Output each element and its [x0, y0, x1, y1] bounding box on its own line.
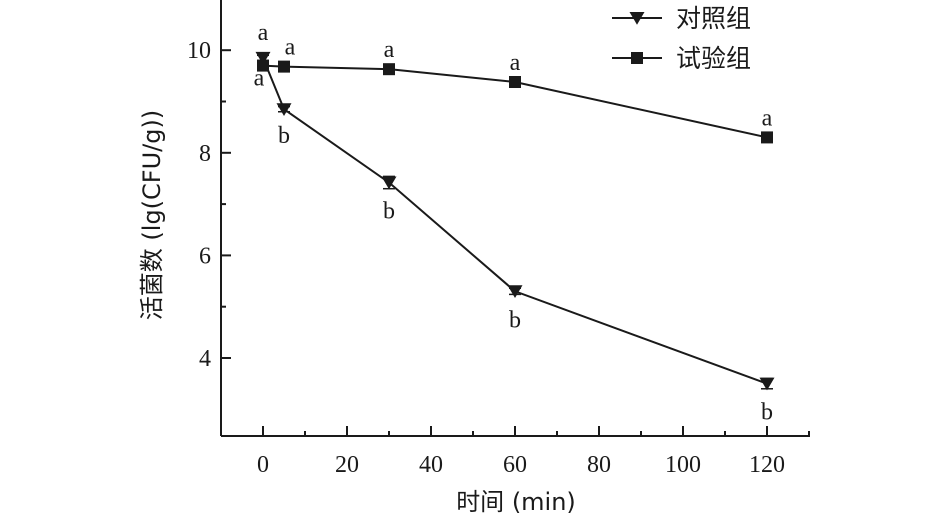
data-point: [255, 51, 271, 65]
x-tick-label: 20: [335, 452, 359, 478]
significance-label: a: [384, 37, 395, 63]
significance-label: b: [509, 307, 521, 333]
data-point: [509, 76, 521, 89]
series-layer: [255, 51, 775, 391]
significance-label: b: [383, 199, 395, 225]
legend-marker: [631, 52, 643, 64]
y-axis-title: 活菌数 (lg(CFU/g)): [138, 110, 166, 320]
data-point: [381, 176, 397, 190]
data-point: [507, 285, 523, 299]
x-ticks: 0 20 40 60 80 100 120: [220, 426, 810, 478]
y-ticks: 4 6 8 10: [187, 38, 231, 372]
significance-label: a: [762, 105, 773, 131]
significance-label: a: [285, 35, 296, 61]
x-tick-label: 0: [257, 452, 269, 478]
legend-label: 对照组: [676, 4, 751, 33]
y-tick-label: 6: [199, 243, 211, 269]
significance-label: a: [254, 66, 265, 92]
legend-item: 对照组: [612, 4, 751, 33]
data-point: [276, 103, 292, 116]
significance-label: b: [278, 123, 290, 149]
y-tick-label: 4: [199, 346, 211, 372]
y-tick-label: 8: [199, 141, 211, 167]
legend-marker: [629, 12, 645, 25]
series-line: [262, 57, 768, 385]
x-tick-label: 100: [665, 452, 701, 478]
legend-item: 试验组: [612, 44, 751, 73]
significance-label: a: [510, 50, 521, 76]
x-axis-title: 时间 (min): [456, 488, 576, 516]
series-treatment: [257, 59, 773, 144]
series-control: [255, 51, 775, 391]
legend-label: 试验组: [676, 44, 751, 73]
y-tick-label: 10: [187, 38, 211, 64]
significance-label: a: [258, 20, 269, 46]
x-tick-label: 80: [587, 452, 611, 478]
data-point: [759, 377, 775, 391]
x-tick-label: 40: [419, 452, 443, 478]
data-point: [257, 59, 269, 72]
data-point: [761, 131, 773, 144]
x-tick-label: 60: [503, 452, 527, 478]
significance-label: b: [761, 400, 773, 426]
data-point: [278, 60, 290, 73]
data-point: [383, 63, 395, 76]
x-tick-label: 120: [749, 452, 785, 478]
